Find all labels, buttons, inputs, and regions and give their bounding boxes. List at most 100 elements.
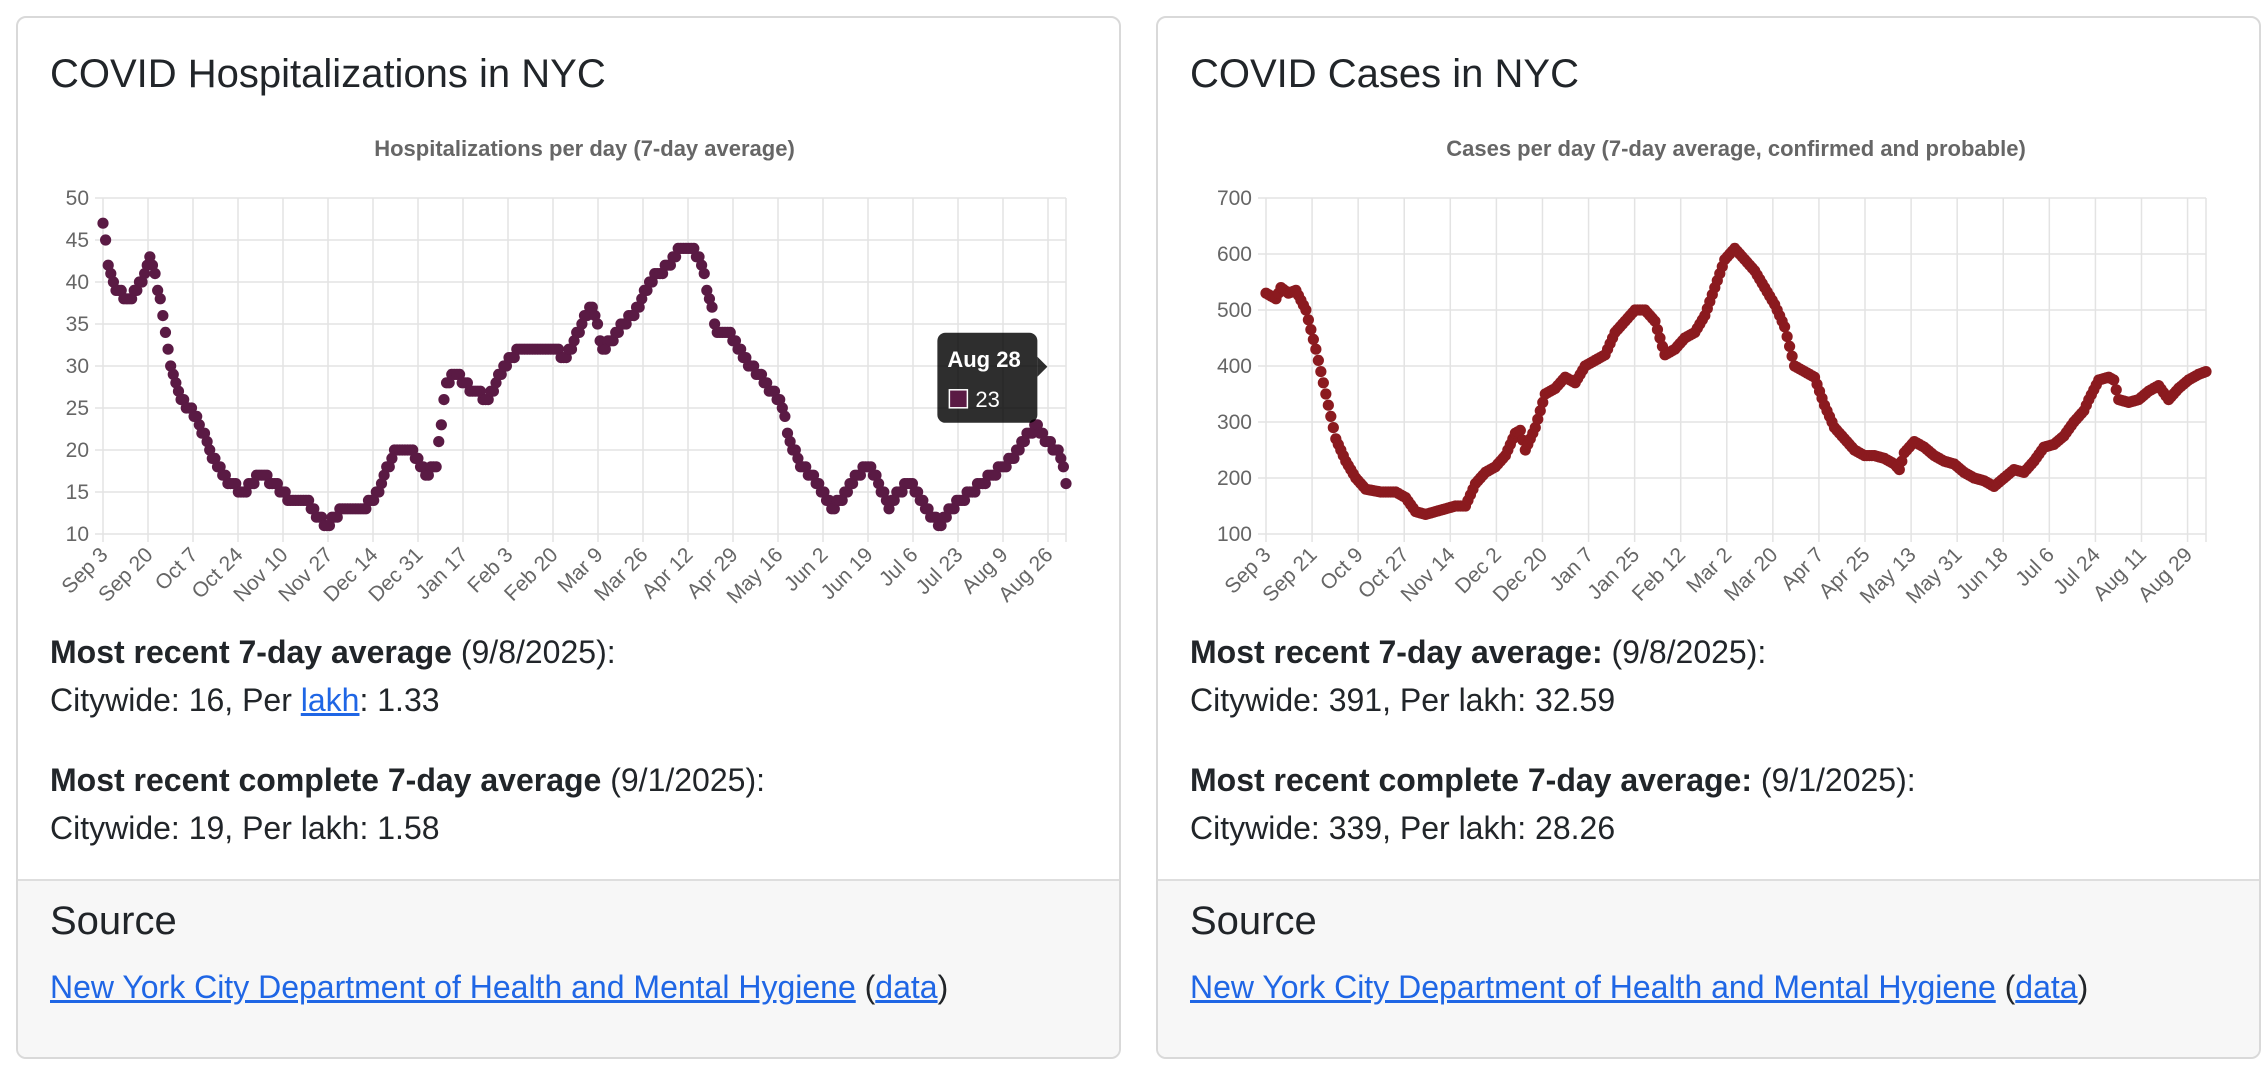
data-point[interactable] xyxy=(495,368,507,380)
data-point[interactable] xyxy=(1893,464,1905,476)
data-point[interactable] xyxy=(1325,410,1337,422)
data-point[interactable] xyxy=(979,478,991,490)
data-point[interactable] xyxy=(698,268,710,280)
data-point[interactable] xyxy=(878,486,890,498)
data-point[interactable] xyxy=(261,469,273,481)
data-point[interactable] xyxy=(131,284,143,296)
data-point[interactable] xyxy=(836,494,848,506)
data-point[interactable] xyxy=(560,352,572,364)
data-point[interactable] xyxy=(433,436,445,448)
data-point[interactable] xyxy=(823,494,835,506)
data-point[interactable] xyxy=(430,461,442,473)
data-point[interactable] xyxy=(922,503,934,515)
data-point[interactable] xyxy=(912,486,924,498)
data-point[interactable] xyxy=(1026,427,1038,439)
data-point[interactable] xyxy=(589,310,601,322)
data-point[interactable] xyxy=(706,301,718,313)
data-point[interactable] xyxy=(930,511,942,523)
data-point[interactable] xyxy=(948,503,960,515)
data-point[interactable] xyxy=(407,444,419,456)
data-point[interactable] xyxy=(1514,424,1526,436)
data-point[interactable] xyxy=(482,394,494,406)
data-point[interactable] xyxy=(565,343,578,355)
data-point[interactable] xyxy=(279,486,291,498)
data-point[interactable] xyxy=(115,284,127,296)
data-point[interactable] xyxy=(896,486,908,498)
data-point[interactable] xyxy=(386,452,398,464)
data-point[interactable] xyxy=(487,385,500,397)
data-point[interactable] xyxy=(2200,366,2212,378)
data-point[interactable] xyxy=(149,268,161,280)
data-point[interactable] xyxy=(422,469,434,481)
data-point[interactable] xyxy=(144,251,156,263)
data-point[interactable] xyxy=(248,478,260,490)
data-point[interactable] xyxy=(209,452,221,464)
data-point[interactable] xyxy=(696,259,708,271)
data-point[interactable] xyxy=(438,394,450,406)
data-point[interactable] xyxy=(97,217,109,229)
data-point[interactable] xyxy=(1008,452,1020,464)
data-point[interactable] xyxy=(1529,422,1541,434)
data-point[interactable] xyxy=(552,343,565,355)
data-point[interactable] xyxy=(453,368,466,380)
data-point[interactable] xyxy=(688,242,700,254)
data-point[interactable] xyxy=(323,520,336,532)
data-point[interactable] xyxy=(591,318,604,330)
data-point[interactable] xyxy=(935,520,947,532)
data-point[interactable] xyxy=(607,335,619,347)
data-point[interactable] xyxy=(628,310,640,322)
data-point[interactable] xyxy=(735,343,747,355)
data-point[interactable] xyxy=(846,478,859,490)
data-point[interactable] xyxy=(126,293,138,305)
data-point[interactable] xyxy=(1305,324,1317,336)
data-point[interactable] xyxy=(1322,399,1334,411)
data-point[interactable] xyxy=(1896,455,1908,467)
data-point[interactable] xyxy=(620,318,632,330)
data-point[interactable] xyxy=(568,335,580,347)
data-point[interactable] xyxy=(152,284,164,296)
data-point[interactable] xyxy=(641,284,653,296)
data-point[interactable] xyxy=(1784,340,1796,352)
data-point[interactable] xyxy=(612,326,624,338)
data-point[interactable] xyxy=(1315,366,1327,378)
data-point[interactable] xyxy=(703,293,716,305)
data-point[interactable] xyxy=(201,436,213,448)
data-point[interactable] xyxy=(417,461,429,473)
data-point[interactable] xyxy=(1031,419,1043,431)
data-point[interactable] xyxy=(1307,333,1319,345)
data-point[interactable] xyxy=(240,486,252,498)
data-point[interactable] xyxy=(1057,461,1069,473)
data-point[interactable] xyxy=(1781,331,1793,343)
data-point[interactable] xyxy=(784,436,796,448)
hospitalizations-chart[interactable]: Hospitalizations per day (7-day average)… xyxy=(18,130,1119,635)
data-point[interactable] xyxy=(1537,396,1549,408)
data-point[interactable] xyxy=(729,335,742,347)
data-point[interactable] xyxy=(443,377,455,389)
data-point[interactable] xyxy=(789,444,801,456)
data-point[interactable] xyxy=(1532,413,1544,425)
data-point[interactable] xyxy=(214,461,226,473)
data-point[interactable] xyxy=(818,486,830,498)
data-point[interactable] xyxy=(500,360,513,372)
data-point[interactable] xyxy=(701,284,713,296)
data-point[interactable] xyxy=(105,268,117,280)
data-point[interactable] xyxy=(1000,461,1012,473)
data-point[interactable] xyxy=(157,310,169,322)
data-point[interactable] xyxy=(102,259,114,271)
data-point[interactable] xyxy=(800,461,812,473)
data-point[interactable] xyxy=(154,293,166,305)
data-point[interactable] xyxy=(1786,350,1798,362)
data-point[interactable] xyxy=(172,385,185,397)
data-point[interactable] xyxy=(1320,388,1332,400)
data-point[interactable] xyxy=(1310,343,1322,355)
data-point[interactable] xyxy=(636,293,648,305)
data-point[interactable] xyxy=(1649,315,1661,327)
source-link[interactable]: New York City Department of Health and M… xyxy=(50,969,856,1005)
data-point[interactable] xyxy=(917,494,929,506)
data-point[interactable] xyxy=(1044,436,1056,448)
data-point[interactable] xyxy=(378,469,390,481)
data-point[interactable] xyxy=(1013,444,1025,456)
data-point[interactable] xyxy=(191,410,203,422)
data-point[interactable] xyxy=(761,377,773,389)
data-point[interactable] xyxy=(1312,354,1324,366)
